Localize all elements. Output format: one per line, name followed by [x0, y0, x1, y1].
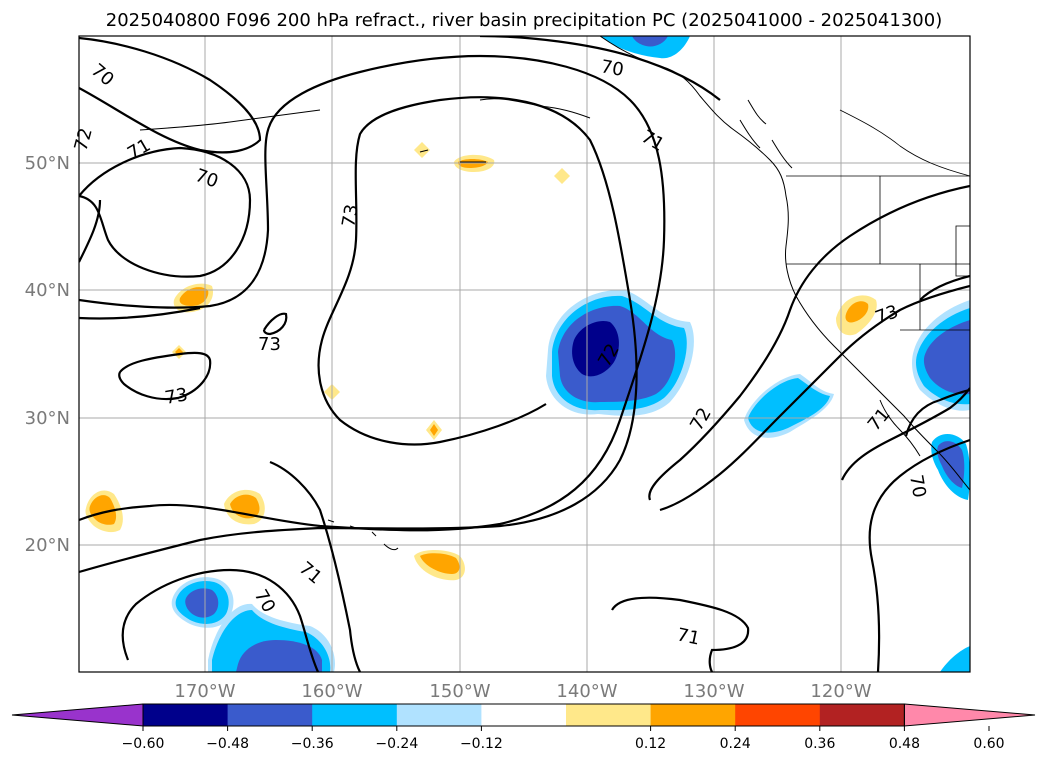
- colorbar-swatch: [396, 704, 482, 726]
- lon-label-140w: 140°W: [556, 681, 617, 702]
- latitude-labels: 50°N 40°N 30°N 20°N: [25, 153, 70, 556]
- colorbar-tick-label: 0.24: [720, 736, 751, 752]
- pos-i-core: [430, 424, 438, 436]
- colorbar-swatch: [735, 704, 821, 726]
- colorbar-swatch: [650, 704, 736, 726]
- refractivity-contours: [79, 36, 970, 672]
- map-background: [79, 36, 970, 672]
- pos-d: [420, 553, 460, 574]
- pos-g: [414, 142, 430, 158]
- colorbar-tick-label: 0.12: [635, 736, 666, 752]
- colorbar-tick-label: 0.48: [889, 736, 920, 752]
- colorbar-extend-high: [903, 703, 1036, 727]
- colorbar-extend-low: [11, 703, 144, 727]
- central-negative-strong: [572, 320, 619, 377]
- sw-negative: [185, 588, 219, 618]
- contour-label: 73: [163, 384, 189, 409]
- colorbar: −0.60 −0.48 −0.36 −0.24 −0.12 0.12 0.24 0.36 0.4…: [11, 703, 1036, 752]
- lat-label-40n: 40°N: [25, 280, 70, 301]
- lon-label-130w: 130°W: [683, 681, 744, 702]
- colorbar-tick-label: −0.24: [375, 736, 418, 752]
- colorbar-swatch: [481, 704, 567, 726]
- contour-label: 70: [905, 473, 930, 499]
- lat-label-50n: 50°N: [25, 153, 70, 174]
- colorbar-tick-label: −0.48: [206, 736, 249, 752]
- contour-label: 71: [675, 624, 702, 649]
- colorbar-tick-label: −0.12: [460, 736, 503, 752]
- lat-label-20n: 20°N: [25, 535, 70, 556]
- pos-f-core: [845, 301, 869, 323]
- longitude-labels: 170°W 160°W 150°W 140°W 130°W 120°W: [174, 681, 871, 702]
- colorbar-swatch: [819, 704, 905, 726]
- colorbar-frame: [142, 703, 905, 727]
- pos-b: [89, 495, 117, 525]
- colorbar-swatch: [312, 704, 398, 726]
- contour-label: 70: [599, 56, 625, 81]
- pos-h: [554, 168, 570, 184]
- alaska-negative-moderate: [600, 36, 690, 59]
- pos-a: [179, 287, 209, 306]
- lon-label-170w: 170°W: [174, 681, 235, 702]
- corner-negative: [940, 646, 970, 672]
- colorbar-swatch: [566, 704, 652, 726]
- colorbar-tick-label: −0.36: [291, 736, 334, 752]
- baja-negative: [937, 441, 965, 488]
- contour-label: 73: [258, 334, 281, 355]
- lon-label-160w: 160°W: [301, 681, 362, 702]
- lon-label-150w: 150°W: [429, 681, 490, 702]
- figure-title: 2025040800 F096 200 hPa refract., river …: [106, 10, 942, 31]
- map-frame: [78, 35, 971, 673]
- contour-label: 73: [338, 203, 363, 229]
- map-content: [79, 36, 970, 672]
- coast-negative: [923, 320, 970, 395]
- lat-label-30n: 30°N: [25, 408, 70, 429]
- colorbar-swatch: [143, 704, 229, 726]
- colorbar-swatch: [227, 704, 313, 726]
- colorbar-tick-label: −0.60: [122, 736, 165, 752]
- s-negative: [236, 640, 322, 672]
- alaska-negative: [632, 36, 668, 47]
- colorbar-tick-label: 0.60: [973, 736, 1004, 752]
- east-negative-moderate: [748, 378, 830, 433]
- political-borders: [786, 109, 970, 331]
- colorbar-tick-label: 0.36: [804, 736, 835, 752]
- lon-label-120w: 120°W: [810, 681, 871, 702]
